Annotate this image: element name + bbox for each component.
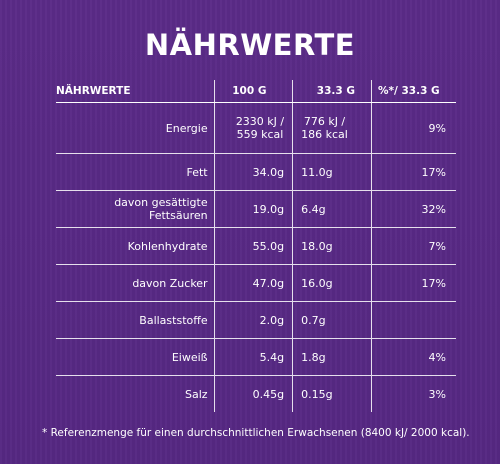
header-reference-intake: %*/ 33.3 G [370,80,456,103]
value-per-100g: 5.4g [213,338,293,376]
table-row: davon gesättigte Fettsäuren 19.0g 6.4g 3… [56,190,456,228]
value-per-portion: 0.7g [292,301,372,339]
value-per-portion: 776 kJ / 186 kcal [292,102,372,154]
nutrient-name: davon Zucker [56,264,215,302]
nutrient-name: davon gesättigte Fettsäuren [56,190,215,228]
table-row: Salz 0.45g 0.15g 3% [56,375,456,412]
value-per-100g: 47.0g [213,264,293,302]
header-per-portion: 33.3 G [292,80,372,103]
value-per-100g: 19.0g [213,190,293,228]
nutrient-name: Kohlenhydrate [56,227,215,265]
value-per-100g: 55.0g [213,227,293,265]
table-row: Ballaststoffe 2.0g 0.7g [56,301,456,339]
value-per-100g: 2.0g [213,301,293,339]
value-reference-intake: 17% [370,264,456,302]
value-per-portion: 16.0g [292,264,372,302]
value-per-portion: 6.4g [292,190,372,228]
table-row: Energie 2330 kJ / 559 kcal 776 kJ / 186 … [56,102,456,154]
value-kj: 2330 kJ / [235,115,285,128]
nutrient-name: Ballaststoffe [56,301,215,339]
page-title: NÄHRWERTE [144,28,356,62]
value-per-portion: 11.0g [292,153,372,191]
value-per-100g: 0.45g [213,375,293,412]
nutrient-name: Fett [56,153,215,191]
nutrition-table: NÄHRWERTE 100 G 33.3 G %*/ 33.3 G Energi… [56,80,456,412]
value-reference-intake [370,301,456,339]
value-reference-intake: 17% [370,153,456,191]
table-row: Fett 34.0g 11.0g 17% [56,153,456,191]
value-per-portion: 18.0g [292,227,372,265]
value-per-100g: 34.0g [213,153,293,191]
value-kj: 776 kJ / [303,115,346,128]
table-row: Kohlenhydrate 55.0g 18.0g 7% [56,227,456,265]
value-reference-intake: 9% [370,102,456,154]
value-reference-intake: 32% [370,190,456,228]
value-kcal: 559 kcal [236,128,284,141]
value-kcal: 186 kcal [301,128,348,141]
table-header-row: NÄHRWERTE 100 G 33.3 G %*/ 33.3 G [56,80,456,103]
nutrient-name: Salz [185,387,208,401]
table-row: davon Zucker 47.0g 16.0g 17% [56,264,456,302]
value-per-portion: 0.15g [292,375,372,412]
value-per-portion: 1.8g [292,338,372,376]
nutrient-name: Energie [56,102,215,154]
header-nutrient: NÄHRWERTE [56,80,215,103]
value-reference-intake: 7% [370,227,456,265]
header-per-100g: 100 G [213,80,293,103]
nutrient-name: Eiweiß [56,338,215,376]
value-reference-intake: 3% [370,375,456,412]
footnote: * Referenzmenge für einen durchschnittli… [42,427,470,439]
value-reference-intake: 4% [370,338,456,376]
value-per-100g: 2330 kJ / 559 kcal [213,102,293,154]
table-row: Eiweiß 5.4g 1.8g 4% [56,338,456,376]
